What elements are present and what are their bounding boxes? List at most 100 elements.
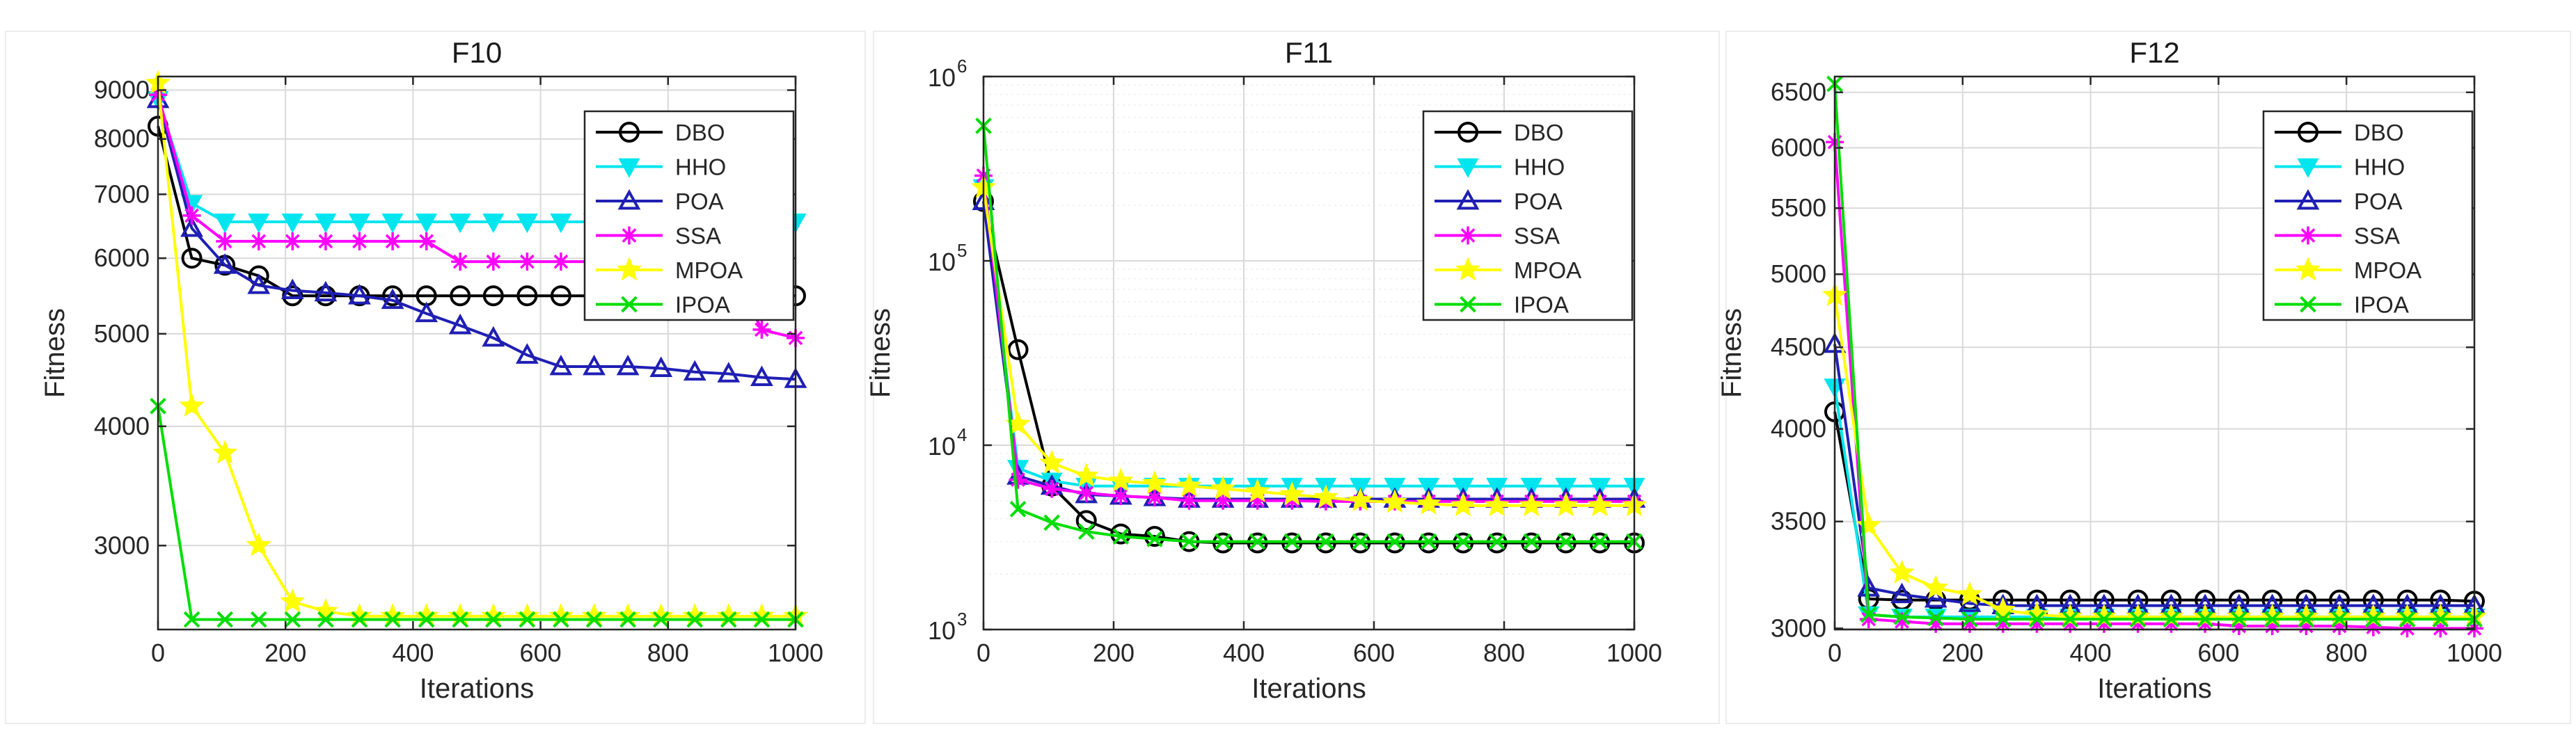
data-point-poa — [280, 278, 304, 300]
data-point-hho — [1384, 477, 1406, 497]
data-point-ipoa — [1455, 533, 1471, 550]
legend-label: IPOA — [675, 292, 730, 318]
data-point-ipoa — [720, 611, 737, 628]
axes-box — [157, 75, 797, 631]
legend-entry-ipoa: IPOA — [1435, 292, 1569, 318]
chart-panel-f12: 0 200 400 600 800 1000 3000 3500 4000 4500 5000 550… — [1716, 31, 2571, 724]
data-point-ipoa — [216, 611, 233, 628]
series-ipoa — [1826, 75, 2483, 627]
x-tick-label: 1000 — [1606, 639, 1662, 667]
data-point-ipoa — [1860, 606, 1877, 623]
data-point-dbo — [482, 285, 504, 307]
data-point-mpoa — [2158, 603, 2184, 628]
data-point-ipoa — [1352, 533, 1369, 550]
data-point-mpoa — [2125, 603, 2151, 628]
data-point-ssa — [1145, 488, 1164, 507]
data-point-ipoa — [1283, 533, 1301, 550]
y-tick-exponent: 3 — [957, 609, 967, 630]
legend-marker — [617, 189, 641, 210]
series-line-ipoa — [157, 406, 796, 621]
data-point-ipoa — [1112, 528, 1130, 545]
data-point-mpoa — [2226, 603, 2252, 628]
data-point-poa — [583, 354, 606, 376]
data-point-ipoa — [1146, 530, 1163, 547]
legend-entry-poa: POA — [2275, 189, 2403, 214]
x-tick-label: 1000 — [768, 639, 823, 667]
y-tick-label: 9000 — [94, 76, 150, 104]
x-tick-label: 1000 — [2447, 639, 2502, 667]
y-tick-label: 4000 — [1771, 415, 1826, 443]
chart-panel-f10: 0 200 400 600 800 1000 3000 4000 5000 6000 7000 800… — [5, 31, 866, 724]
legend-marker — [1457, 122, 1478, 143]
data-point-ssa — [2196, 614, 2215, 633]
data-point-ipoa — [452, 611, 468, 628]
legend-entry-hho: HHO — [596, 154, 726, 180]
y-tick-exponent: 6 — [957, 56, 967, 77]
data-point-hho — [1486, 477, 1508, 497]
data-point-dbo — [450, 285, 471, 307]
y-axis-title: Fitness — [1716, 308, 1747, 398]
data-point-mpoa — [1039, 449, 1065, 474]
legend-marker — [2295, 257, 2321, 281]
data-point-ipoa — [2197, 611, 2213, 627]
data-point-mpoa — [1990, 597, 2016, 621]
legend-label: SSA — [2354, 223, 2400, 249]
data-point-ssa — [2229, 617, 2248, 636]
data-point-mpoa — [1856, 512, 1881, 536]
data-point-mpoa — [1176, 472, 1202, 497]
y-axis-title: Fitness — [865, 308, 896, 398]
legend-box — [583, 110, 795, 321]
data-point-mpoa — [2293, 603, 2319, 628]
legend-box — [2262, 110, 2474, 321]
data-point-poa — [515, 343, 539, 364]
data-point-ipoa — [1893, 609, 1911, 625]
chart-title: F11 — [1285, 36, 1333, 69]
data-point-dbo — [516, 285, 538, 307]
data-point-mpoa — [2192, 603, 2218, 628]
x-tick-label: 600 — [2197, 639, 2239, 667]
data-point-ssa — [1180, 491, 1199, 510]
data-point-ipoa — [1386, 533, 1403, 550]
y-tick-label: 3000 — [1771, 614, 1826, 642]
legend-entry-ssa: SSA — [2275, 223, 2400, 249]
y-tick-label: 6000 — [1771, 134, 1826, 162]
data-point-ipoa — [1009, 501, 1027, 518]
data-point-ipoa — [1961, 611, 1978, 627]
data-point-mpoa — [1451, 492, 1476, 517]
data-point-poa — [1890, 582, 1913, 604]
legend-entry-dbo: DBO — [1435, 120, 1564, 145]
data-point-ipoa — [284, 611, 301, 628]
data-point-ipoa — [1077, 523, 1095, 540]
axes-box — [1833, 75, 2476, 631]
legend-marker — [616, 257, 642, 281]
legend-label: HHO — [1514, 154, 1565, 180]
y-tick-label: 3500 — [1771, 507, 1826, 536]
x-axis-title: Iterations — [420, 673, 535, 704]
x-tick-label: 200 — [1093, 639, 1135, 667]
data-point-hho — [1349, 477, 1371, 497]
data-point-ssa — [752, 320, 771, 339]
y-tick-label: 7000 — [94, 179, 150, 208]
y-tick-label: 10 — [928, 248, 956, 276]
legend-box — [1422, 110, 1634, 321]
data-point-ipoa — [686, 611, 704, 628]
data-point-hho — [281, 214, 303, 234]
data-point-ipoa — [485, 611, 502, 628]
x-tick-label: 800 — [1483, 639, 1525, 667]
data-point-hho — [1417, 477, 1440, 497]
data-point-ipoa — [1249, 533, 1266, 550]
data-point-poa — [415, 301, 438, 323]
y-tick-label: 5000 — [1771, 259, 1826, 288]
data-point-mpoa — [1279, 481, 1305, 506]
x-tick-label: 0 — [977, 639, 990, 667]
legend-entry-ssa: SSA — [596, 223, 721, 249]
data-point-ssa — [417, 232, 436, 250]
legend-marker — [1456, 189, 1480, 210]
data-point-hho — [550, 214, 572, 234]
x-tick-label: 600 — [520, 639, 562, 667]
data-point-ssa — [1043, 479, 1061, 498]
legend-marker — [620, 226, 638, 245]
axes-box — [982, 75, 1636, 631]
data-point-ssa — [2028, 614, 2046, 633]
